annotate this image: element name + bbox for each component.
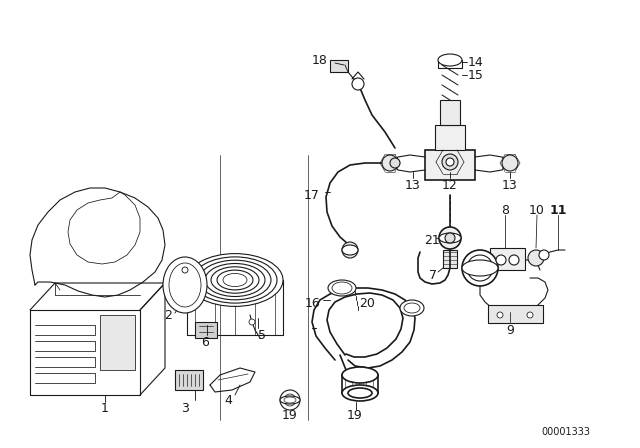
Text: 8: 8 <box>501 203 509 216</box>
Bar <box>490 248 525 270</box>
Ellipse shape <box>332 282 352 294</box>
Circle shape <box>390 158 400 168</box>
Circle shape <box>352 78 364 90</box>
Ellipse shape <box>342 245 358 255</box>
Bar <box>425 150 475 180</box>
Circle shape <box>502 155 518 171</box>
Circle shape <box>497 312 503 318</box>
Ellipse shape <box>328 280 356 296</box>
Circle shape <box>528 250 544 266</box>
Circle shape <box>284 394 296 406</box>
Circle shape <box>382 155 398 171</box>
Bar <box>100 315 135 370</box>
Text: 12: 12 <box>442 178 458 191</box>
Text: 9: 9 <box>506 323 514 336</box>
Text: 17: 17 <box>304 189 320 202</box>
Circle shape <box>496 255 506 265</box>
Text: 00001333: 00001333 <box>541 427 590 437</box>
Ellipse shape <box>280 396 300 404</box>
Text: 1: 1 <box>101 401 109 414</box>
Text: 19: 19 <box>282 409 298 422</box>
Ellipse shape <box>193 257 277 303</box>
Bar <box>330 60 348 72</box>
Circle shape <box>280 390 300 410</box>
Circle shape <box>462 250 498 286</box>
Text: 13: 13 <box>502 178 518 191</box>
Bar <box>195 322 217 338</box>
Text: 20: 20 <box>359 297 375 310</box>
Ellipse shape <box>211 267 259 293</box>
Ellipse shape <box>348 388 372 398</box>
Ellipse shape <box>169 263 201 307</box>
Circle shape <box>249 319 255 325</box>
Text: 18: 18 <box>312 53 328 66</box>
Ellipse shape <box>342 385 378 401</box>
Text: 21: 21 <box>424 233 440 246</box>
Ellipse shape <box>342 367 378 383</box>
Text: 16: 16 <box>304 297 320 310</box>
Text: 2: 2 <box>164 309 172 322</box>
Bar <box>488 305 543 323</box>
Text: 3: 3 <box>181 401 189 414</box>
Circle shape <box>509 255 519 265</box>
Text: 13: 13 <box>405 178 421 191</box>
Circle shape <box>467 255 493 281</box>
Ellipse shape <box>205 263 265 297</box>
Circle shape <box>439 227 461 249</box>
Circle shape <box>539 250 549 260</box>
Text: 11: 11 <box>549 203 567 216</box>
Text: 15: 15 <box>468 69 484 82</box>
Text: 19: 19 <box>347 409 363 422</box>
Ellipse shape <box>284 397 296 403</box>
Ellipse shape <box>187 254 283 306</box>
Bar <box>435 125 465 150</box>
Ellipse shape <box>223 273 247 287</box>
Ellipse shape <box>217 270 253 290</box>
Circle shape <box>527 312 533 318</box>
Ellipse shape <box>199 260 271 300</box>
Ellipse shape <box>462 260 498 276</box>
Bar <box>443 250 457 268</box>
Bar <box>175 370 203 390</box>
Circle shape <box>446 158 454 166</box>
Text: 4: 4 <box>224 393 232 406</box>
Bar <box>342 375 378 393</box>
Text: 7: 7 <box>429 268 437 281</box>
Ellipse shape <box>400 300 424 316</box>
Ellipse shape <box>163 257 207 313</box>
Circle shape <box>182 267 188 273</box>
Circle shape <box>445 233 455 243</box>
Ellipse shape <box>438 54 462 66</box>
Text: 6: 6 <box>201 336 209 349</box>
Bar <box>440 100 460 125</box>
Circle shape <box>342 242 358 258</box>
Text: 10: 10 <box>529 203 545 216</box>
Circle shape <box>442 154 458 170</box>
Ellipse shape <box>404 303 420 313</box>
Text: 5: 5 <box>258 328 266 341</box>
Text: 14: 14 <box>468 56 484 69</box>
Ellipse shape <box>439 233 461 243</box>
